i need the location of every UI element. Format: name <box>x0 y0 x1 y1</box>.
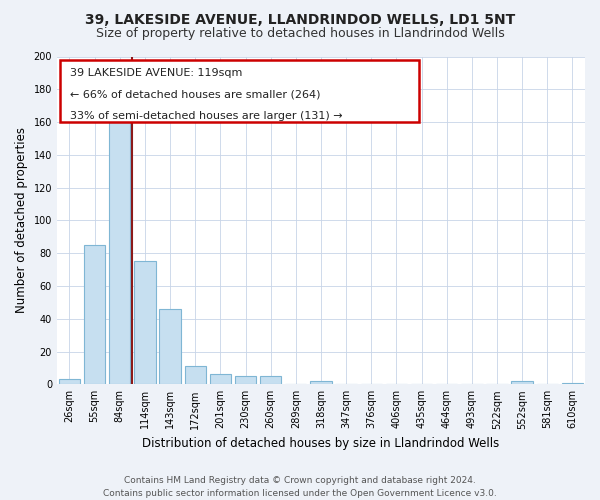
Bar <box>160 309 181 384</box>
Bar <box>134 262 155 384</box>
X-axis label: Distribution of detached houses by size in Llandrindod Wells: Distribution of detached houses by size … <box>142 437 500 450</box>
Bar <box>209 374 231 384</box>
Bar <box>562 382 583 384</box>
Text: 39, LAKESIDE AVENUE, LLANDRINDOD WELLS, LD1 5NT: 39, LAKESIDE AVENUE, LLANDRINDOD WELLS, … <box>85 12 515 26</box>
Bar <box>59 380 80 384</box>
Bar <box>511 381 533 384</box>
FancyBboxPatch shape <box>59 60 419 122</box>
Y-axis label: Number of detached properties: Number of detached properties <box>15 128 28 314</box>
Bar <box>109 116 130 384</box>
Bar <box>84 245 106 384</box>
Text: 33% of semi-detached houses are larger (131) →: 33% of semi-detached houses are larger (… <box>70 110 343 120</box>
Text: Size of property relative to detached houses in Llandrindod Wells: Size of property relative to detached ho… <box>95 28 505 40</box>
Bar <box>235 376 256 384</box>
Text: 39 LAKESIDE AVENUE: 119sqm: 39 LAKESIDE AVENUE: 119sqm <box>70 68 242 78</box>
Bar <box>260 376 281 384</box>
Text: Contains HM Land Registry data © Crown copyright and database right 2024.
Contai: Contains HM Land Registry data © Crown c… <box>103 476 497 498</box>
Bar <box>310 381 332 384</box>
Bar <box>185 366 206 384</box>
Text: ← 66% of detached houses are smaller (264): ← 66% of detached houses are smaller (26… <box>70 90 320 100</box>
